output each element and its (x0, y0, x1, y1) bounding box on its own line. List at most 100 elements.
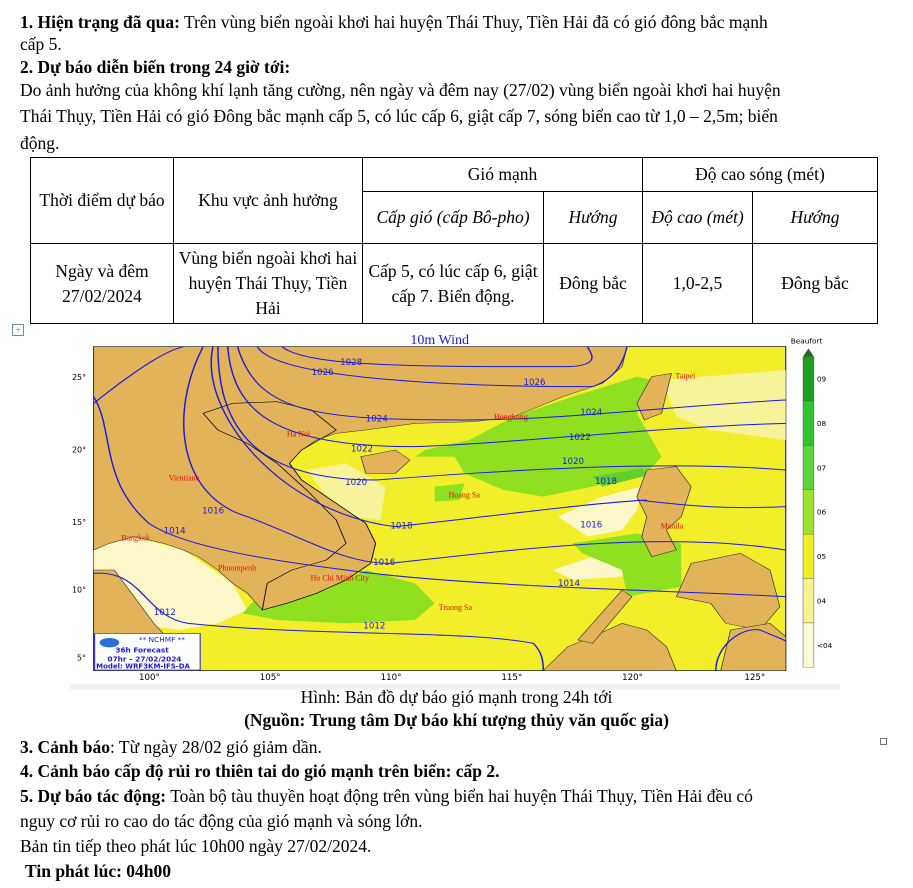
city-hanoi: Ha Noi (287, 430, 311, 439)
legend-model: Model: WRF3KM-IFS-DA (96, 663, 190, 671)
colorbar-segment (802, 622, 815, 668)
land-borneo (542, 623, 677, 671)
isobar-label: 1020 (345, 478, 367, 488)
city-phnompenh: Phnompenh (218, 564, 256, 573)
colorbar-label: 05 (817, 552, 827, 561)
isobar-labels: 1028 1026 1026 1024 1024 1022 1022 1020 … (154, 358, 617, 631)
text-anchor-icon (880, 738, 887, 745)
cell-wind-direction: Đông bắc (543, 243, 643, 324)
map-plot-area: 1028 1026 1026 1024 1024 1022 1022 1020 … (92, 346, 787, 671)
section5-line1: 5. Dự báo tác động: Toàn bộ tàu thuyền h… (20, 785, 753, 807)
table-row: Ngày và đêm 27/02/2024 Vùng biển ngoài k… (30, 243, 878, 324)
colorbar-label: 09 (817, 375, 827, 384)
weak-wind-area (661, 370, 786, 440)
city-labels: Taipei Hongkong Ha Noi Vientiane Hoang S… (121, 371, 696, 612)
header-wave: Độ cao sóng (mét) (642, 157, 878, 192)
colorbar-segment (802, 356, 815, 402)
issued-time: Tin phát lúc: 04h00 (25, 861, 172, 881)
next-bulletin: Bản tin tiếp theo phát lúc 10h00 ngày 27… (20, 836, 372, 856)
isobar-label: 1028 (340, 358, 362, 368)
strong-wind-area (242, 570, 435, 624)
weak-wind-area (558, 486, 642, 537)
section1-line2: cấp 5. (20, 34, 62, 54)
isobar-label: 1014 (164, 526, 187, 536)
section2-line: động. (20, 133, 60, 153)
section2-heading: 2. Dự báo diễn biến trong 24 giờ tới: (20, 57, 291, 77)
header-area: Khu vực ảnh hưởng (173, 157, 363, 244)
isobar-label: 1024 (366, 415, 389, 425)
lat-tick: 15° (72, 518, 86, 527)
header-wind-direction: Hướng (543, 191, 643, 244)
legend-time: 07hr – 27/02/2024 (107, 654, 181, 663)
city-vientiane: Vientiane (169, 474, 200, 483)
city-manila: Manila (661, 522, 684, 531)
header-wind: Gió mạnh (362, 157, 643, 192)
isobar-label: 1018 (595, 477, 617, 487)
section2-line: Do ảnh hưởng của không khí lạnh tăng cườ… (20, 80, 781, 100)
land-southeast (720, 623, 787, 671)
section2-line: Thái Thụy, Tiền Hải có gió Đông bắc mạnh… (20, 106, 778, 126)
strong-wind-area (592, 468, 650, 487)
section1-text: Trên vùng biển ngoài khơi hai huyện Thái… (179, 12, 768, 32)
legend-forecast: 36h Forecast (115, 646, 169, 655)
colorbar-segment (802, 534, 815, 579)
city-hongkong: Hongkong (494, 412, 528, 421)
colorbar-label: 07 (817, 463, 827, 472)
lon-tick: 120° (622, 673, 643, 683)
wind-forecast-map: 10m Wind (70, 330, 840, 690)
beaufort-colorbar: Beaufort 09 08 07 06 05 04 <04 (791, 336, 833, 668)
map-title: 10m Wind (410, 333, 469, 348)
isobar-label: 1016 (373, 558, 395, 568)
vietnam-border (202, 401, 377, 611)
colorbar-segment (802, 578, 815, 624)
lon-tick: 110° (381, 673, 402, 683)
nchmf-logo-icon (99, 638, 120, 648)
forecast-table: Thời điểm dự báo Khu vực ảnh hưởng Gió m… (30, 157, 878, 324)
section4: 4. Cảnh báo cấp độ rủi ro thiên tai do g… (20, 761, 500, 781)
land-hainan (360, 449, 411, 474)
section3-text: : Từ ngày 28/02 gió giảm dần. (109, 737, 322, 757)
cell-time: Ngày và đêm 27/02/2024 (30, 243, 174, 324)
strong-wind-area (434, 483, 465, 502)
lon-tick-labels: 100° 105° 110° 115° 120° 125° (139, 673, 765, 683)
lon-tick: 115° (501, 673, 522, 683)
colorbar-label: <04 (817, 641, 833, 650)
nchmf-legend: ** NCHMF ** 36h Forecast 07hr – 27/02/20… (94, 633, 201, 671)
isobar-label: 1020 (562, 457, 584, 467)
header-time: Thời điểm dự báo (30, 157, 174, 244)
cell-wind-level: Cấp 5, có lúc cấp 6, giật cấp 7. Biển độ… (362, 243, 544, 324)
isobar-label: 1016 (202, 506, 224, 516)
header-wave-height: Độ cao (mét) (642, 191, 753, 244)
isobar-label: 1016 (580, 520, 602, 530)
section3: 3. Cảnh báo: Từ ngày 28/02 gió giảm dần. (20, 736, 322, 758)
colorbar-label: 06 (817, 508, 827, 517)
cell-area: Vùng biển ngoài khơi hai huyện Thái Thụy… (173, 243, 363, 324)
colorbar-segment (802, 400, 815, 446)
colorbar-title: Beaufort (791, 336, 823, 345)
lat-tick: 10° (72, 585, 86, 594)
isobar-label: 1022 (351, 445, 373, 455)
isobar-label: 1018 (390, 521, 412, 531)
lon-tick: 125° (744, 673, 765, 683)
isobar-lines (92, 346, 787, 671)
colorbar-arrow-icon (803, 348, 814, 357)
colorbar-segment (802, 445, 815, 490)
isobar-label: 1026 (524, 378, 546, 388)
weak-wind-area (306, 463, 386, 520)
lon-tick: 105° (260, 673, 281, 683)
colorbar-label: 04 (817, 596, 827, 605)
lat-tick: 25° (72, 373, 86, 382)
header-wind-level: Cấp gió (cấp Bô-pho) (362, 191, 544, 244)
isobar-label: 1014 (558, 579, 581, 589)
colorbar-segment (802, 489, 815, 535)
lon-tick: 100° (139, 673, 160, 683)
land-palawan (577, 589, 633, 644)
section1-line1: 1. Hiện trạng đã qua: Trên vùng biển ngo… (20, 11, 768, 33)
city-bangkok: Bangkok (121, 534, 150, 543)
table-move-handle-icon[interactable]: + (12, 324, 24, 336)
lat-tick-labels: 25° 20° 15° 10° 5° (72, 373, 86, 663)
section5-heading: 5. Dự báo tác động: (20, 786, 167, 806)
city-truongsa: Truong Sa (439, 603, 473, 612)
cell-wave-height: 1,0-2,5 (642, 243, 753, 324)
isobar-label: 1012 (363, 621, 385, 631)
